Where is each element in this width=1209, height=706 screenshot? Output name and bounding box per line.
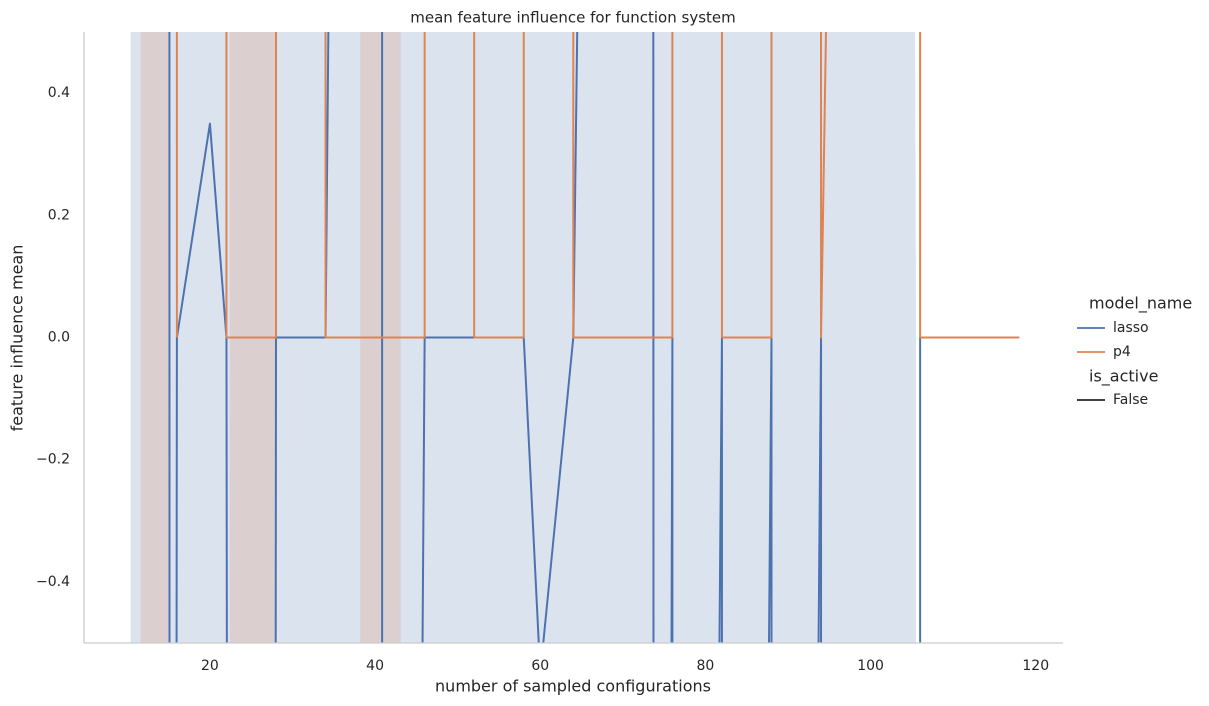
- x-tick-label: 120: [1022, 658, 1049, 674]
- x-tick-label: 40: [366, 658, 384, 674]
- legend-style-title: is_active: [1089, 367, 1158, 387]
- y-tick-label: −0.2: [36, 452, 70, 468]
- legend-style-entry: False: [1113, 392, 1148, 408]
- y-tick-label: 0.2: [48, 207, 70, 223]
- ci-band: [229, 32, 277, 643]
- y-tick-label: 0.4: [48, 85, 70, 101]
- legend-entry: p4: [1113, 344, 1131, 360]
- x-tick-label: 60: [531, 658, 549, 674]
- legend-title: model_name: [1089, 294, 1192, 314]
- y-tick-label: 0.0: [48, 330, 70, 346]
- y-tick-label: −0.4: [36, 574, 70, 590]
- x-axis-label: number of sampled configurations: [435, 677, 711, 696]
- ci-band: [360, 32, 401, 643]
- chart-title: mean feature influence for function syst…: [410, 9, 736, 27]
- x-tick-label: 100: [857, 658, 884, 674]
- ci-band: [140, 32, 169, 643]
- y-axis-label: feature influence mean: [8, 245, 27, 432]
- x-tick-label: 20: [201, 658, 219, 674]
- legend-entry: lasso: [1113, 320, 1149, 336]
- x-tick-label: 80: [697, 658, 715, 674]
